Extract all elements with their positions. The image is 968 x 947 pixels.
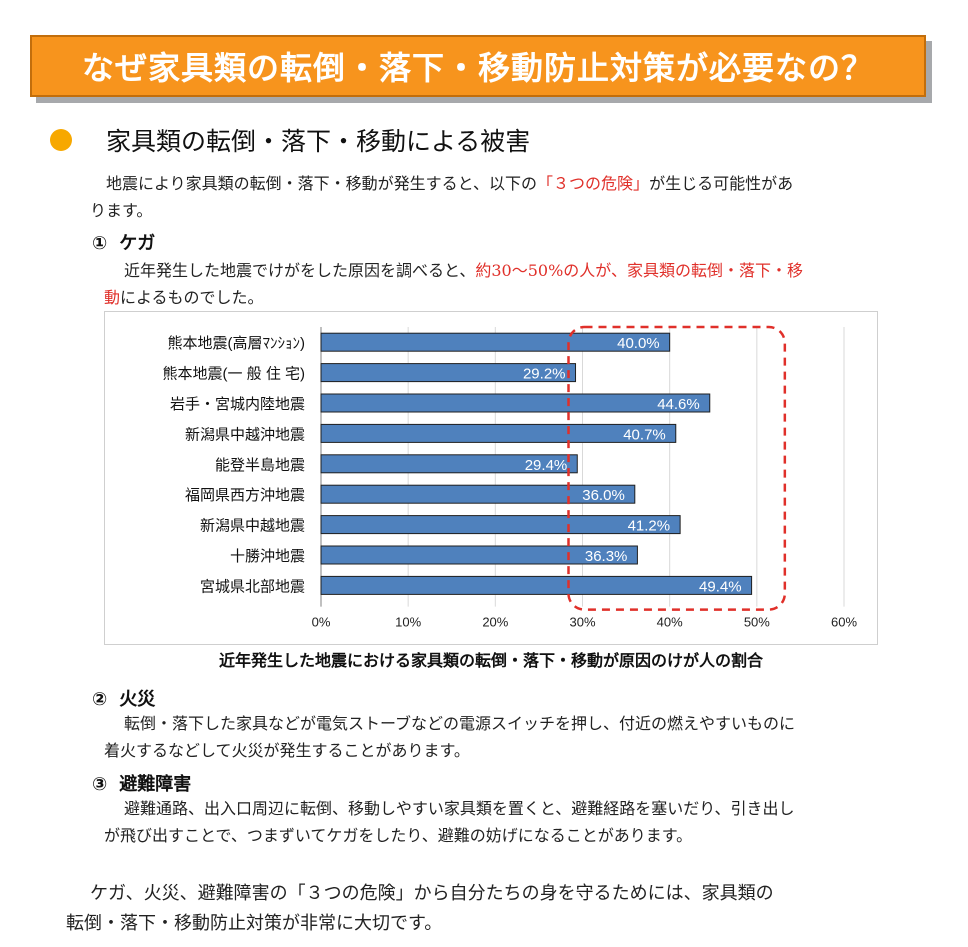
intro-text-end: が生じる可能性があ: [649, 174, 794, 193]
banner-title: なぜ家具類の転倒・落下・移動防止対策が必要なの？: [81, 49, 874, 87]
chart-category-label: 岩手・宮城内陸地震: [170, 396, 305, 413]
chart-value-label: 40.7%: [623, 426, 666, 443]
chart-category-label: 熊本地震(一 般 住 宅): [163, 366, 306, 383]
chart-tick-label: 0%: [312, 615, 331, 630]
intro-line2: ります。: [90, 201, 153, 220]
chart-value-label: 29.2%: [523, 366, 566, 383]
bullet-dot-icon: [50, 129, 72, 151]
item2-title: 火災: [119, 689, 156, 710]
item2-heading: ② 火災: [92, 685, 167, 711]
chart-category-label: 宮城県北部地震: [200, 578, 305, 595]
item2-number: ②: [92, 689, 108, 710]
chart-value-label: 29.4%: [525, 457, 568, 474]
injury-chart-svg: 0% 10% 20% 30% 40% 50% 60% 熊本地震(高層ﾏﾝｼｮﾝ) 40.0% 熊本…: [163, 325, 857, 630]
chart-highlight-box: [567, 325, 787, 611]
item2-line2: 着火するなどして火災が発生することがあります。: [104, 741, 470, 760]
item2-line1: 転倒・落下した家具などが電気ストーブなどの電源スイッチを押し、付近の燃えやすいも…: [124, 714, 796, 733]
conclusion-line2: 転倒・落下・移動防止対策が非常に大切です。: [66, 913, 443, 934]
chart-tick-label: 60%: [831, 615, 857, 630]
chart-value-label: 40.0%: [617, 335, 660, 352]
chart-category-label: 能登半島地震: [215, 457, 305, 474]
chart-caption: 近年発生した地震における家具類の転倒・落下・移動が原因のけが人の割合: [218, 651, 763, 670]
item2-paragraph: 転倒・落下した家具などが電気ストーブなどの電源スイッチを押し、付近の燃えやすいも…: [104, 710, 934, 764]
conclusion-paragraph: ケガ、火災、避難障害の「３つの危険」から自分たちの身を守るためには、家具類の 転…: [66, 879, 936, 939]
chart-tick-label: 10%: [395, 615, 421, 630]
item1-text-end: によるものでした。: [120, 288, 264, 307]
chart-category-label: 熊本地震(高層ﾏﾝｼｮﾝ): [168, 335, 306, 352]
chart-bar: [320, 332, 671, 352]
chart-category-label: 新潟県中越地震: [200, 518, 305, 535]
item1-heading: ① ケガ: [92, 229, 167, 255]
chart-tick-label: 50%: [744, 615, 770, 630]
item3-line1: 避難通路、出入口周辺に転倒、移動しやすい家具類を置くと、避難経路を塞いだり、引き…: [124, 799, 795, 818]
chart-bar: [320, 423, 677, 443]
intro-paragraph: 地震により家具類の転倒・落下・移動が発生すると、以下の「３つの危険」が生じる可能…: [90, 170, 930, 224]
chart-bar: [320, 393, 711, 413]
chart-bar: [320, 575, 753, 595]
chart-value-label: 36.3%: [585, 548, 628, 565]
chart-tick-label: 20%: [482, 615, 508, 630]
item1-title: ケガ: [119, 233, 156, 254]
intro-text: 地震により家具類の転倒・落下・移動が発生すると、以下の: [106, 174, 538, 193]
chart-bar: [320, 484, 636, 504]
item3-line2: が飛び出すことで、つまずいてケガをしたり、避難の妨げになることがあります。: [104, 826, 693, 845]
chart-value-label: 44.6%: [657, 396, 700, 413]
item3-title: 避難障害: [119, 774, 192, 795]
chart-value-label: 49.4%: [699, 578, 742, 595]
chart-value-label: 36.0%: [582, 487, 625, 504]
item3-heading: ③ 避難障害: [92, 770, 203, 796]
page-banner: なぜ家具類の転倒・落下・移動防止対策が必要なの？: [30, 35, 926, 97]
item1-text: 近年発生した地震でけがをした原因を調べると、: [124, 261, 476, 280]
section-title: 家具類の転倒・落下・移動による被害: [106, 127, 531, 156]
item3-number: ③: [92, 774, 108, 795]
chart-bar: [320, 545, 638, 565]
chart-tick-label: 40%: [657, 615, 683, 630]
item1-highlight: 約30〜50%の人が、家具類の転倒・落下・移: [475, 261, 803, 280]
item1-highlight-end: 動: [104, 288, 121, 307]
chart-category-label: 福岡県西方沖地震: [185, 487, 305, 504]
intro-highlight: 「３つの危険」: [537, 174, 650, 193]
item1-paragraph: 近年発生した地震でけがをした原因を調べると、約30〜50%の人が、家具類の転倒・…: [104, 257, 934, 311]
chart-value-label: 41.2%: [628, 518, 671, 535]
chart-bar: [320, 515, 681, 535]
chart-bar: [320, 454, 578, 474]
injury-chart: 0% 10% 20% 30% 40% 50% 60% 熊本地震(高層ﾏﾝｼｮﾝ) 40.0% 熊本…: [104, 311, 878, 645]
section-heading: 家具類の転倒・落下・移動による被害: [50, 122, 530, 158]
chart-bar: [320, 363, 577, 383]
item1-number: ①: [92, 233, 108, 254]
item3-paragraph: 避難通路、出入口周辺に転倒、移動しやすい家具類を置くと、避難経路を塞いだり、引き…: [104, 795, 934, 849]
chart-category-label: 新潟県中越沖地震: [185, 426, 305, 443]
conclusion-line1: ケガ、火災、避難障害の「３つの危険」から自分たちの身を守るためには、家具類の: [90, 883, 774, 904]
chart-category-label: 十勝沖地震: [230, 548, 305, 565]
chart-tick-label: 30%: [569, 615, 595, 630]
